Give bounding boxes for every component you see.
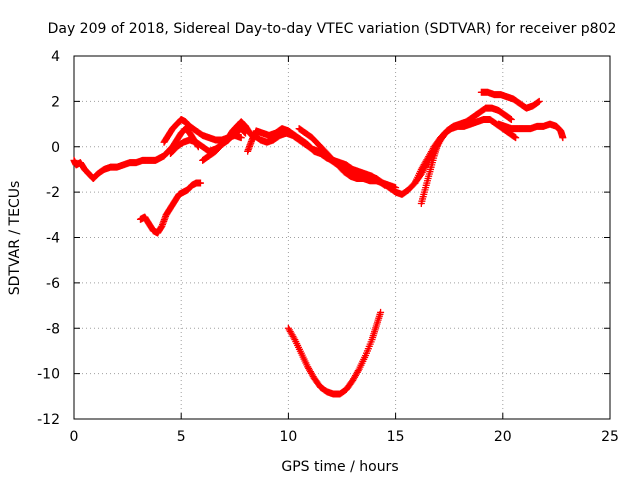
data-point bbox=[507, 116, 515, 124]
y-tick-label: -2 bbox=[46, 185, 60, 201]
series-arc-3 bbox=[160, 116, 245, 146]
y-axis-label: SDTVAR / TECUs bbox=[7, 181, 23, 296]
data-point bbox=[377, 308, 385, 316]
data-point bbox=[237, 134, 245, 142]
y-tick-label: -10 bbox=[37, 367, 60, 383]
data-point bbox=[535, 97, 543, 105]
y-tick-label: -4 bbox=[46, 231, 60, 247]
data-point bbox=[512, 134, 520, 142]
series-arc-12 bbox=[477, 88, 543, 112]
data-point bbox=[290, 334, 298, 342]
series-arc-1 bbox=[70, 125, 202, 183]
series-arc-2 bbox=[136, 179, 204, 237]
x-tick-label: 0 bbox=[70, 429, 79, 445]
series-arc-13 bbox=[495, 120, 567, 142]
x-tick-label: 20 bbox=[494, 429, 512, 445]
data-series bbox=[70, 88, 567, 398]
y-tick-label: -8 bbox=[46, 321, 60, 337]
data-point bbox=[196, 179, 204, 187]
y-tick-label: -12 bbox=[37, 412, 60, 428]
series-arc-11 bbox=[411, 104, 515, 187]
x-axis-label: GPS time / hours bbox=[281, 459, 398, 475]
y-tick-label: 0 bbox=[51, 140, 60, 156]
x-tick-label: 25 bbox=[601, 429, 619, 445]
y-tick-label: 2 bbox=[51, 94, 60, 110]
chart-title: Day 209 of 2018, Sidereal Day-to-day VTE… bbox=[48, 21, 617, 37]
data-point bbox=[559, 134, 567, 142]
y-tick-label: -6 bbox=[46, 276, 60, 292]
data-point bbox=[354, 367, 362, 375]
y-tick-label: 4 bbox=[51, 49, 60, 65]
series-arc-9 bbox=[284, 308, 385, 398]
x-tick-label: 15 bbox=[387, 429, 405, 445]
x-tick-label: 10 bbox=[279, 429, 297, 445]
x-tick-label: 5 bbox=[177, 429, 186, 445]
axis-ticks: 0 5 10 15 20 25 -12 -10 -8 -6 -4 -2 0 2 4 bbox=[37, 49, 619, 445]
